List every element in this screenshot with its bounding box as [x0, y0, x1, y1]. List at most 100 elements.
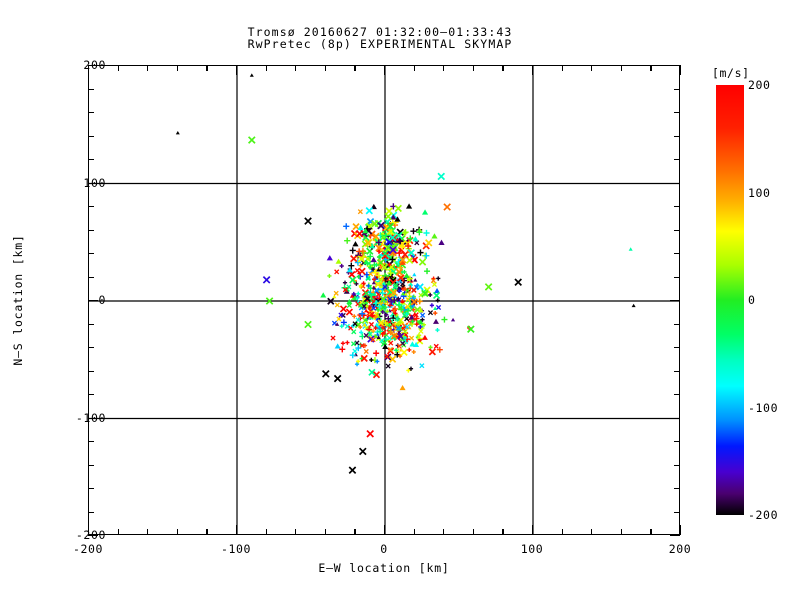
colorbar-tick-label: -200 — [748, 508, 779, 522]
data-point — [371, 305, 377, 311]
data-point — [402, 229, 409, 236]
y-tick-left — [88, 65, 98, 67]
data-point — [339, 305, 348, 313]
data-point — [423, 286, 431, 294]
data-point — [418, 325, 425, 332]
data-point — [392, 308, 397, 313]
data-point — [394, 348, 399, 353]
data-point — [399, 259, 406, 265]
x-tick-bottom — [147, 529, 149, 535]
data-point — [357, 255, 366, 263]
data-point — [375, 332, 380, 336]
x-tick-bottom — [324, 529, 327, 535]
data-point — [321, 370, 330, 378]
data-point — [428, 292, 433, 298]
data-point — [438, 239, 445, 245]
data-point — [375, 272, 382, 279]
data-point — [414, 322, 419, 327]
x-tick-label: -200 — [72, 542, 104, 556]
data-point — [417, 307, 424, 313]
data-point — [377, 254, 382, 260]
data-point — [361, 303, 367, 309]
data-point — [390, 254, 395, 258]
data-point — [432, 318, 439, 324]
title-line-2: RwPretec (8p) EXPERIMENTAL SKYMAP — [247, 37, 513, 51]
data-point — [262, 276, 271, 284]
data-point — [450, 317, 456, 322]
data-point — [367, 253, 374, 260]
data-point — [349, 352, 356, 359]
data-point — [334, 302, 340, 308]
data-point — [368, 368, 376, 376]
data-point — [389, 246, 397, 254]
colorbar-tick-label: 100 — [748, 185, 771, 200]
colorbar-unit-label: [m/s] — [712, 66, 750, 80]
data-point — [352, 348, 358, 354]
data-point — [410, 319, 415, 324]
data-point — [352, 223, 360, 231]
data-point — [382, 250, 388, 257]
data-point — [365, 207, 373, 215]
data-point — [334, 343, 341, 349]
data-point — [370, 267, 376, 272]
y-tick-left — [88, 159, 94, 161]
data-point — [395, 325, 401, 331]
data-point — [348, 270, 356, 279]
data-point — [416, 229, 423, 236]
data-point — [404, 242, 412, 250]
data-point — [396, 250, 403, 257]
data-point — [413, 312, 419, 318]
data-point — [369, 357, 374, 363]
data-point — [406, 275, 413, 282]
x-tick-bottom — [117, 529, 119, 535]
x-tick-bottom — [561, 529, 563, 535]
x-tick-top — [413, 65, 415, 71]
x-axis-title: E–W location [km] — [318, 561, 450, 575]
data-point — [359, 310, 366, 317]
data-point — [355, 230, 364, 238]
x-tick-top — [176, 65, 179, 71]
y-tick-left — [88, 135, 94, 137]
data-point — [431, 233, 438, 239]
x-tick-top — [324, 65, 327, 71]
data-point — [411, 349, 416, 355]
data-point — [379, 290, 386, 297]
y-tick-left — [88, 229, 94, 231]
data-point — [435, 298, 440, 303]
data-point — [265, 297, 274, 305]
data-point — [394, 316, 400, 322]
data-point — [342, 280, 348, 285]
data-point — [386, 335, 393, 341]
data-point — [403, 291, 408, 296]
data-point — [395, 231, 403, 240]
data-point — [384, 353, 390, 360]
data-point — [401, 250, 409, 259]
y-tick-left — [88, 488, 94, 490]
x-tick-bottom — [265, 529, 267, 535]
x-tick-top — [502, 65, 504, 71]
y-tick-right — [674, 488, 680, 490]
x-tick-label: -100 — [220, 542, 252, 556]
data-point — [412, 272, 417, 277]
x-tick-top — [117, 65, 119, 71]
data-point — [420, 312, 426, 318]
data-point — [358, 324, 363, 330]
data-point — [371, 285, 377, 290]
data-point — [342, 287, 348, 293]
data-point — [432, 291, 441, 300]
data-point — [389, 256, 396, 263]
data-point — [335, 322, 340, 326]
data-point — [418, 328, 424, 334]
y-tick-left — [88, 112, 94, 114]
data-point — [387, 347, 394, 353]
data-point — [408, 281, 413, 286]
data-point — [394, 351, 401, 358]
data-point — [427, 310, 434, 316]
data-point — [351, 291, 356, 297]
data-point — [404, 312, 409, 317]
scatter-plot-area — [88, 65, 680, 535]
data-point — [405, 296, 411, 302]
data-point — [443, 203, 451, 211]
data-point — [346, 267, 353, 273]
data-point — [397, 264, 404, 271]
